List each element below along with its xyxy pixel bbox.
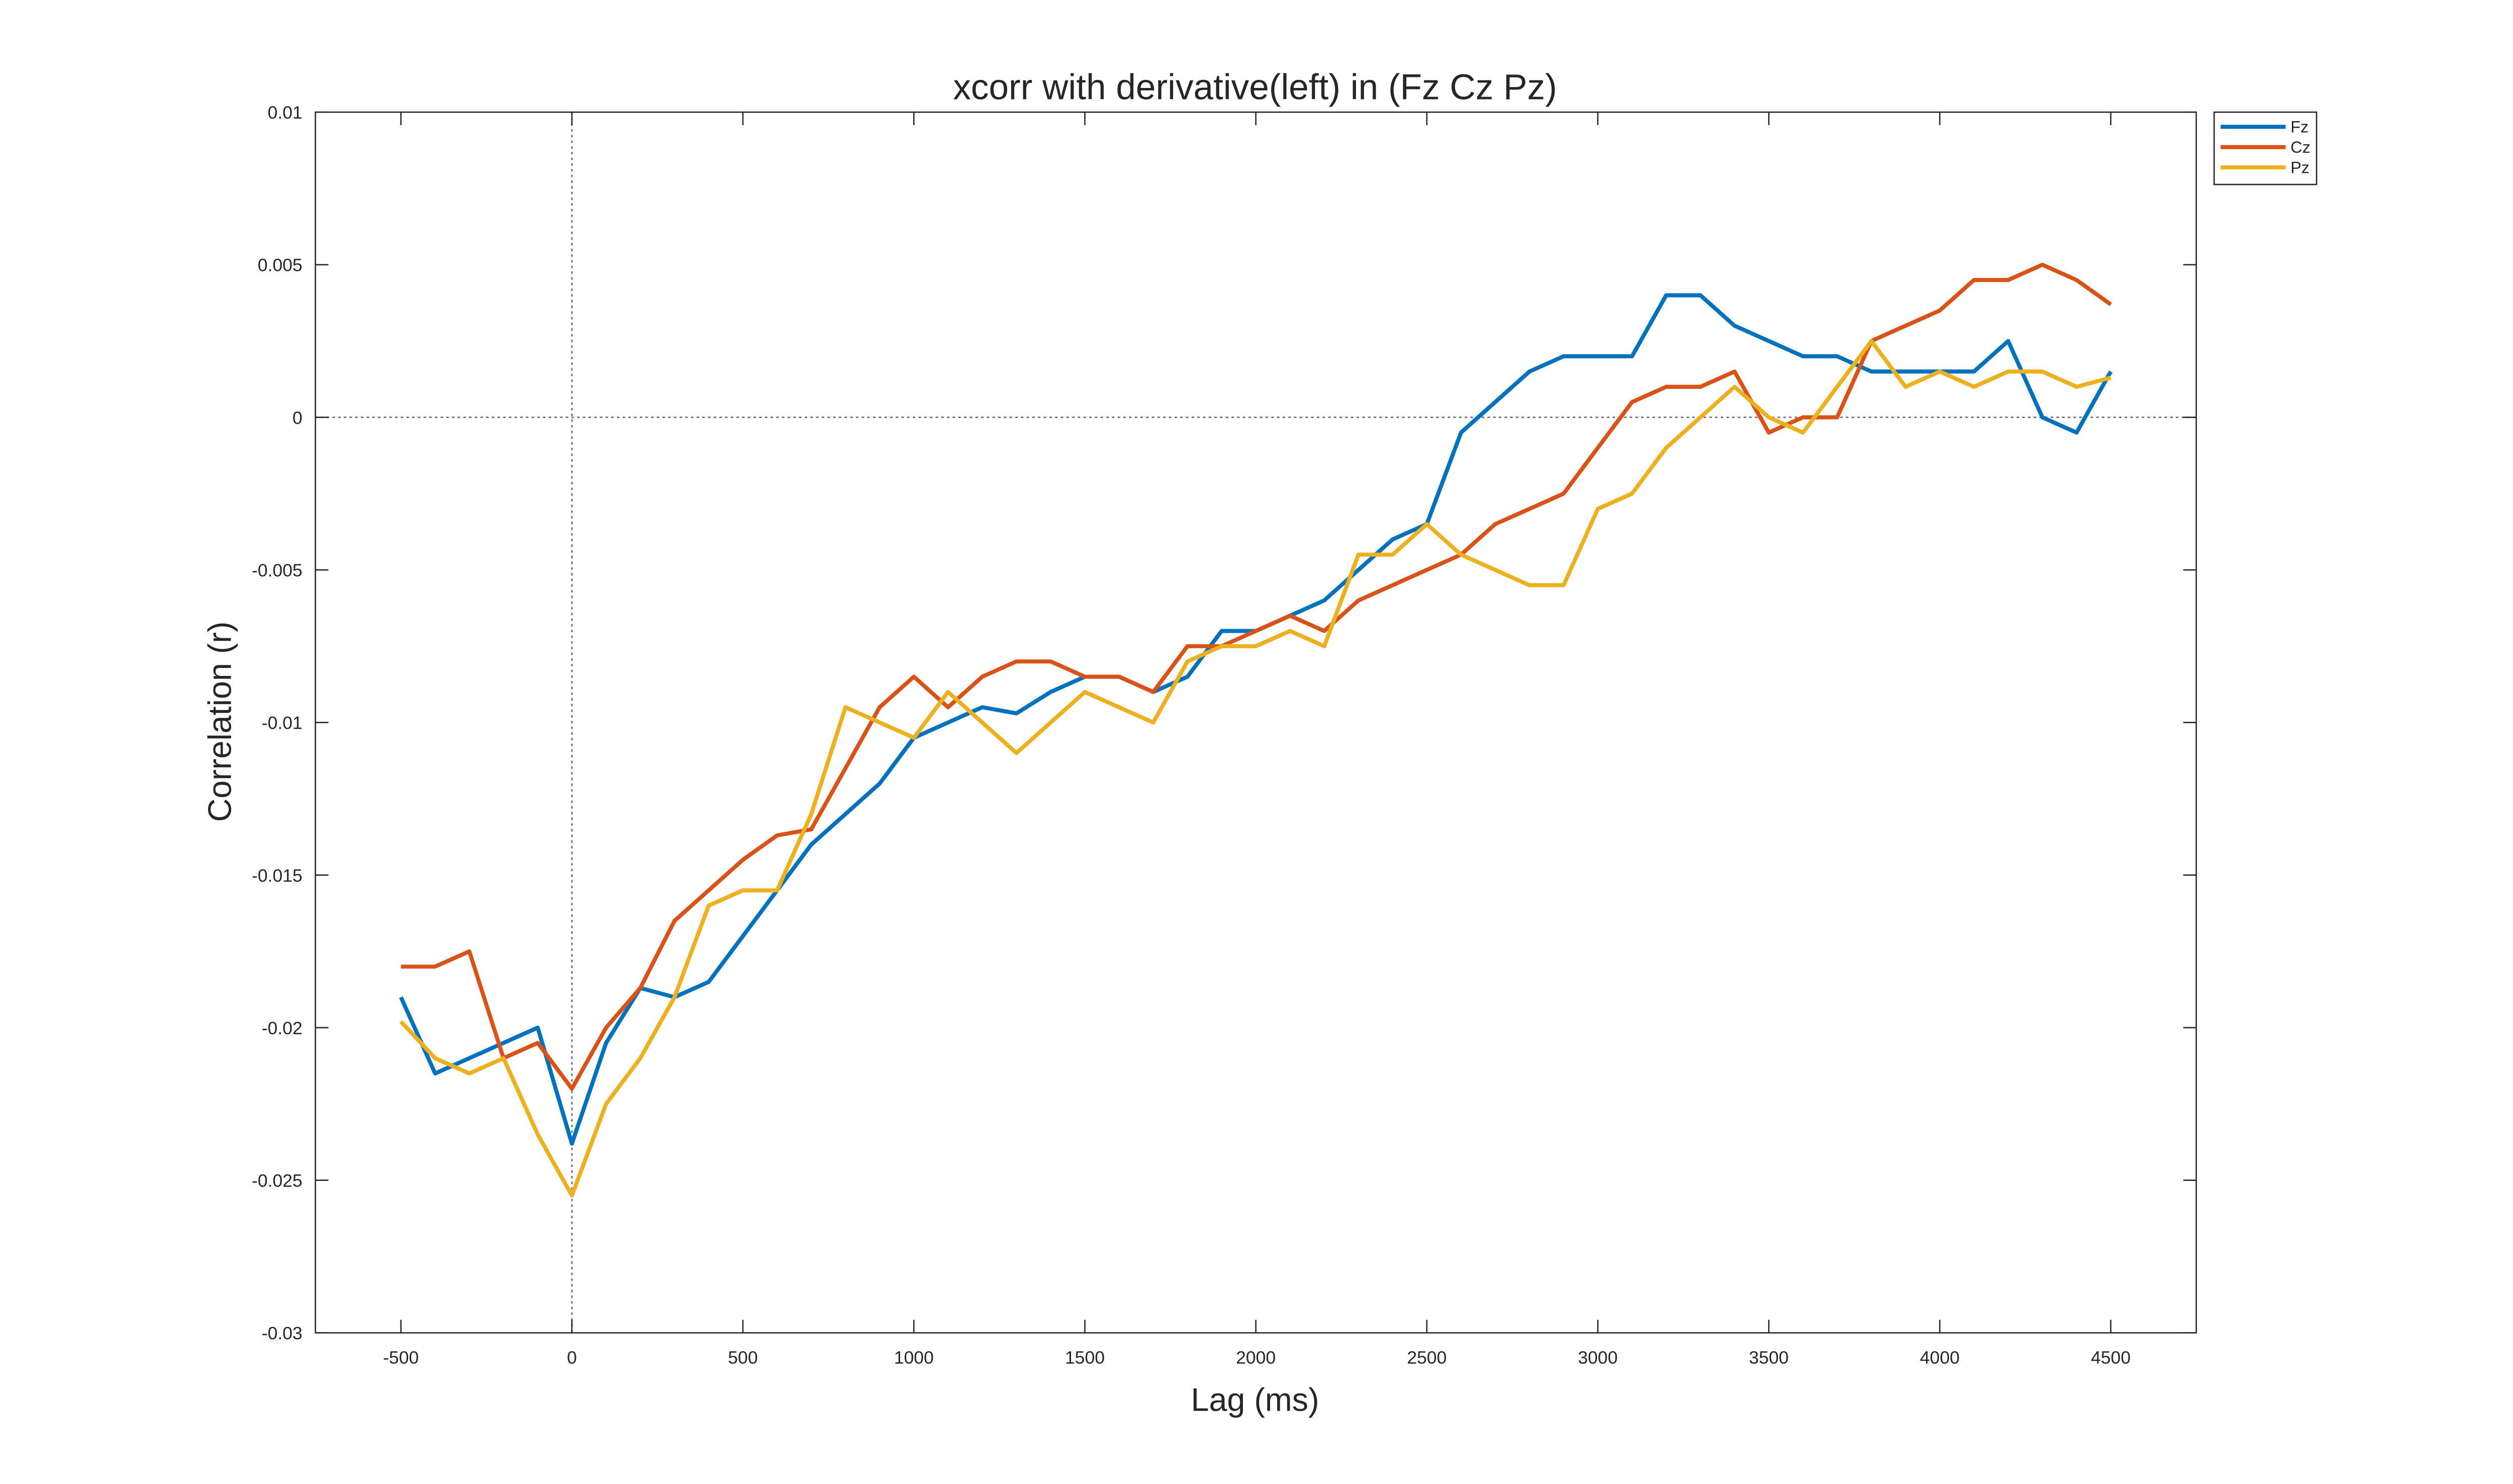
legend-label: Fz [2290,118,2308,136]
y-tick-label: 0.005 [258,255,303,275]
legend-label: Cz [2290,138,2310,156]
x-tick-label: 4500 [2091,1348,2131,1368]
x-tick-label: 1500 [1065,1348,1105,1368]
x-tick-label: 2000 [1236,1348,1276,1368]
x-tick-label: 2500 [1407,1348,1446,1368]
y-tick-label: 0 [293,408,303,428]
y-tick-label: -0.02 [262,1018,303,1038]
y-tick-label: -0.03 [262,1323,303,1343]
x-tick-label: 3000 [1578,1348,1618,1368]
legend: Fz Cz Pz [2213,111,2317,185]
y-tick-label: -0.005 [252,560,303,580]
data-line [401,262,2112,1091]
y-tick-label: 0.01 [267,103,302,123]
y-tick-label: -0.01 [262,713,303,733]
x-tick-label: 500 [728,1348,757,1368]
x-tick-label: 0 [567,1348,577,1368]
y-tick-label: -0.015 [252,865,303,885]
legend-label: Pz [2290,158,2309,176]
x-tick-label: -500 [383,1348,419,1368]
x-tick-label: 1000 [894,1348,934,1368]
data-line [399,339,2111,1198]
chart-title: xcorr with derivative(left) in (Fz Cz Pz… [953,67,1557,107]
x-tick-label: 3500 [1749,1348,1789,1368]
x-tick-label: 4000 [1920,1348,1960,1368]
y-axis-label: Correlation (r) [201,622,238,822]
y-tick-label: -0.025 [252,1171,303,1191]
x-axis-label: Lag (ms) [1191,1381,1319,1418]
